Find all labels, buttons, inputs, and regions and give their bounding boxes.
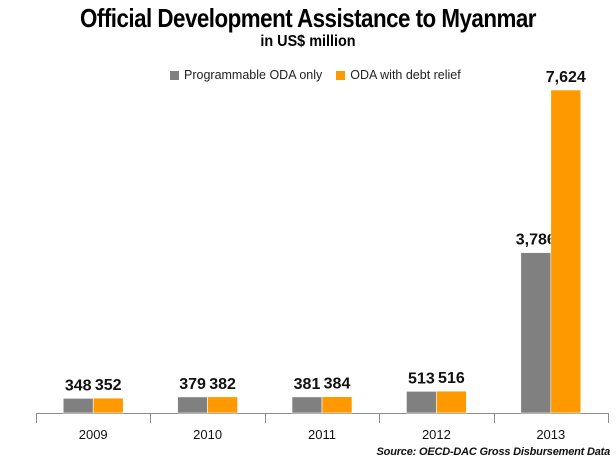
data-label-programmable-2010: 379 xyxy=(179,376,206,393)
data-label-debt-relief-2010: 382 xyxy=(209,376,236,393)
bar-debt-relief-2013 xyxy=(550,89,582,414)
bar-debt-relief-2011 xyxy=(321,396,353,414)
bar-programmable-2010 xyxy=(177,396,208,414)
bar-programmable-2013 xyxy=(520,252,552,414)
x-tick-label-2012: 2012 xyxy=(422,427,451,442)
legend-label-debt-relief: ODA with debt relief xyxy=(350,68,461,82)
legend-item-programmable: Programmable ODA only xyxy=(170,68,322,82)
x-tick-label-2010: 2010 xyxy=(193,427,222,442)
data-label-debt-relief-2009: 352 xyxy=(95,377,122,394)
x-tick-label-2011: 2011 xyxy=(308,427,336,442)
data-label-programmable-2012: 513 xyxy=(408,370,435,387)
bar-programmable-2009 xyxy=(62,397,94,414)
legend-swatch-debt-relief xyxy=(336,70,346,80)
data-label-programmable-2009: 348 xyxy=(65,377,92,394)
x-tick-label-2009: 2009 xyxy=(79,427,108,442)
source-note: Source: OECD-DAC Gross Disbursement Data xyxy=(376,446,611,458)
chart-subtitle: in US$ million xyxy=(260,33,356,50)
data-label-programmable-2013: 3,786 xyxy=(516,232,556,249)
x-tick-label-2013: 2013 xyxy=(536,427,565,442)
legend: Programmable ODA only ODA with debt reli… xyxy=(170,67,475,83)
legend-label-programmable: Programmable ODA only xyxy=(184,68,323,82)
bar-programmable-2011 xyxy=(291,396,323,414)
bar-debt-relief-2009 xyxy=(92,397,124,414)
data-label-programmable-2011: 381 xyxy=(294,376,321,393)
data-label-debt-relief-2013: 7,624 xyxy=(546,69,586,86)
chart-title: Official Development Assistance to Myanm… xyxy=(80,3,536,33)
data-label-debt-relief-2011: 384 xyxy=(324,376,351,393)
bar-debt-relief-2012 xyxy=(436,390,467,414)
bar-debt-relief-2010 xyxy=(207,396,238,414)
bar-programmable-2012 xyxy=(406,390,437,414)
legend-swatch-programmable xyxy=(170,70,179,80)
data-label-debt-relief-2012: 516 xyxy=(438,370,465,387)
legend-item-debt-relief: ODA with debt relief xyxy=(336,68,461,82)
